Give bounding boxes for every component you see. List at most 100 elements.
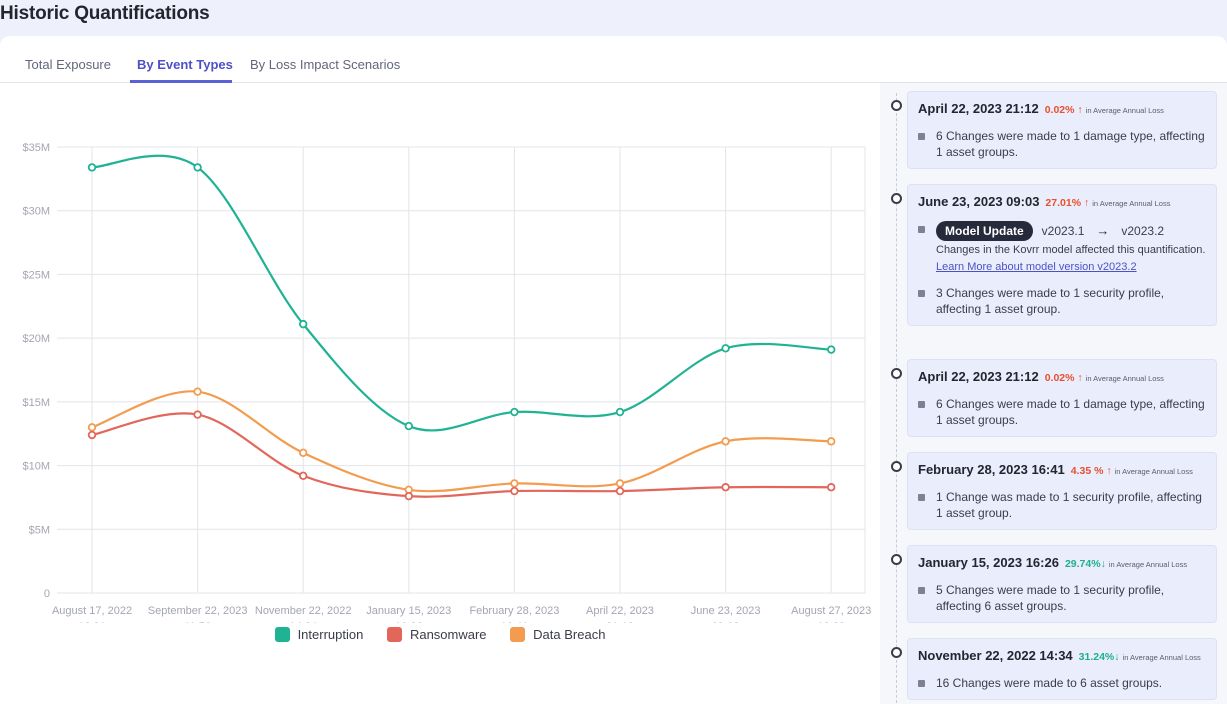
x-tick-label-date: February 28, 2023 xyxy=(469,605,559,617)
legend-item-ransomware[interactable]: Ransomware xyxy=(386,627,487,642)
y-tick-label: $30M xyxy=(22,206,50,218)
data-point-ransomware xyxy=(299,471,308,480)
series-line-interruption xyxy=(91,154,832,432)
aal-caption: in Average Annual Loss xyxy=(1092,199,1171,208)
timeline-entry[interactable]: April 22, 2023 21:12 0.02% ↑ in Average An… xyxy=(907,359,1217,437)
quantifications-card: Total Exposure By Event Types By Loss Im… xyxy=(0,36,1227,704)
aal-caption: in Average Annual Loss xyxy=(1085,106,1164,115)
x-tick-label-date: April 22, 2023 xyxy=(586,605,654,617)
data-point-interruption xyxy=(510,407,519,417)
y-tick-label: $20M xyxy=(22,333,50,345)
model-version-to: v2023.2 xyxy=(1121,224,1165,238)
legend-item-data-breach[interactable]: Data Breach xyxy=(510,627,605,642)
legend-label: Ransomware xyxy=(409,627,487,642)
aal-caption: in Average Annual Loss xyxy=(1085,374,1164,383)
model-version-from: v2023.1 xyxy=(1041,224,1085,238)
data-point-interruption xyxy=(827,345,836,354)
x-tick-label-time: 21:12 xyxy=(606,621,634,623)
arrow-down-icon: ↓ xyxy=(1114,651,1120,663)
legend-swatch-interruption xyxy=(274,627,290,642)
tab-by-event-types[interactable]: By Event Types xyxy=(137,57,233,72)
y-tick-label: 0 xyxy=(44,588,50,600)
entry-percent-change: 27.01% ↑ xyxy=(1045,197,1090,209)
model-version-link[interactable]: Learn More about model version v2023.2 xyxy=(936,261,1137,273)
tab-by-loss-impact-scenarios[interactable]: By Loss Impact Scenarios xyxy=(250,57,401,72)
entry-percent-change: 31.24%↓ xyxy=(1078,651,1120,663)
data-point-ransomware xyxy=(404,491,414,501)
entry-percent-change: 4.35 % ↑ xyxy=(1070,465,1112,477)
timeline-dot xyxy=(891,368,902,379)
timeline-dot xyxy=(891,100,902,111)
y-tick-label: $15M xyxy=(22,397,50,409)
entry-change-text: 3 Changes were made to 1 security profil… xyxy=(918,285,1206,317)
data-point-ransomware xyxy=(87,430,97,440)
data-point-data-breach xyxy=(615,479,625,488)
x-tick-label-time: 19:31 xyxy=(78,621,106,623)
timeline-line xyxy=(896,93,897,704)
y-tick-label: $25M xyxy=(22,269,50,281)
x-tick-label-time: 09:03 xyxy=(712,621,740,623)
x-tick-label-date: August 27, 2023 xyxy=(791,605,871,617)
x-tick-label-date: June 23, 2023 xyxy=(691,605,761,617)
aal-caption: in Average Annual Loss xyxy=(1114,467,1193,476)
arrow-up-icon: ↑ xyxy=(1077,372,1083,384)
aal-caption: in Average Annual Loss xyxy=(1122,653,1201,662)
entry-percent-change: 0.02% ↑ xyxy=(1044,372,1083,384)
x-tick-label-time: 12:23 xyxy=(817,621,845,623)
x-tick-label-time: 16:41 xyxy=(501,621,529,623)
x-tick-label-date: November 22, 2022 xyxy=(255,605,352,617)
x-tick-label-date: August 17, 2022 xyxy=(52,605,132,617)
entry-percent-change: 29.74%↓ xyxy=(1064,558,1106,570)
entry-date: April 22, 2023 21:12 xyxy=(918,369,1039,384)
chart-legend: Interruption Ransomware Data Breach xyxy=(0,627,880,642)
y-tick-label: $10M xyxy=(22,461,50,473)
timeline-dot xyxy=(891,554,902,565)
data-point-interruption xyxy=(721,344,730,353)
data-point-data-breach xyxy=(299,448,308,458)
entry-change-text: 5 Changes were made to 1 security profil… xyxy=(918,582,1206,614)
legend-item-interruption[interactable]: Interruption xyxy=(274,627,364,642)
x-tick-label-date: September 22, 2023 xyxy=(148,605,248,617)
timeline-entry[interactable]: February 28, 2023 16:41 4.35 % ↑ in Averag… xyxy=(907,452,1217,530)
entry-change-text: 6 Changes were made to 1 damage type, af… xyxy=(918,396,1206,428)
arrow-down-icon: ↓ xyxy=(1100,558,1106,570)
active-tab-indicator xyxy=(130,80,232,83)
x-tick-label-time: 11:56 xyxy=(184,621,211,623)
series-line-ransomware xyxy=(91,412,832,498)
timeline-entry[interactable]: April 22, 2023 21:12 0.02% ↑ in Average An… xyxy=(907,91,1217,169)
change-history-timeline: April 22, 2023 21:12 0.02% ↑ in Average An… xyxy=(880,83,1227,704)
legend-label: Interruption xyxy=(297,627,364,642)
data-point-interruption xyxy=(404,421,414,431)
entry-change-text: 16 Changes were made to 6 asset groups. xyxy=(918,675,1206,691)
tab-total-exposure[interactable]: Total Exposure xyxy=(25,57,111,72)
timeline-dot xyxy=(891,193,902,204)
data-point-data-breach xyxy=(193,387,202,396)
entry-date: June 23, 2023 09:03 xyxy=(918,194,1040,209)
x-tick-label-time: 16:26 xyxy=(395,621,423,623)
entry-change-text: 6 Changes were made to 1 damage type, af… xyxy=(918,128,1206,160)
data-point-ransomware xyxy=(193,410,202,419)
aal-caption: in Average Annual Loss xyxy=(1108,560,1188,569)
timeline-dot xyxy=(891,461,902,472)
data-point-data-breach xyxy=(87,423,97,432)
legend-swatch-data-breach xyxy=(510,627,526,642)
model-update-block: Model Update v2023.1 → v2023.2 Changes in t… xyxy=(918,221,1206,275)
y-tick-label: $35M xyxy=(22,142,50,154)
data-point-interruption xyxy=(615,407,625,417)
entry-change-text: 1 Change was made to 1 security profile,… xyxy=(918,489,1206,521)
tab-bar: Total Exposure By Event Types By Loss Im… xyxy=(0,36,1227,83)
entry-date: February 28, 2023 16:41 xyxy=(918,462,1065,477)
timeline-entry[interactable]: November 22, 2022 14:34 31.24%↓ in Average… xyxy=(907,638,1217,700)
series-line-data-breach xyxy=(91,390,832,493)
timeline-entry[interactable]: June 23, 2023 09:03 27.01% ↑ in Average An… xyxy=(907,184,1217,326)
y-tick-label: $5M xyxy=(29,524,50,536)
arrow-up-icon: ↑ xyxy=(1077,104,1083,116)
page-title: Historic Quantifications xyxy=(0,3,210,24)
entry-date: January 15, 2023 16:26 xyxy=(918,555,1059,570)
timeline-entry[interactable]: January 15, 2023 16:26 29.74%↓ in Average … xyxy=(907,545,1217,623)
model-update-text: Changes in the Kovrr model affected this… xyxy=(936,244,1206,256)
chart-area: $35M $30M $25M $20M $15M $10M $5M 0 August 17, 2… xyxy=(0,83,880,704)
data-point-interruption xyxy=(193,163,202,172)
data-point-data-breach xyxy=(827,437,836,446)
x-tick-label-date: January 15, 2023 xyxy=(366,605,451,617)
